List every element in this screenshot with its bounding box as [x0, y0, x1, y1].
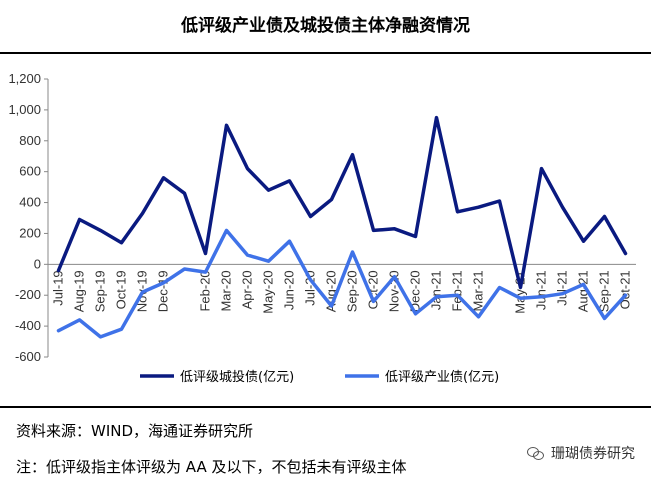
x-tick-label: Sep-19	[93, 270, 108, 312]
x-tick-label: Dec-20	[408, 270, 423, 312]
legend-label-1: 低评级城投债(亿元)	[180, 369, 294, 385]
x-tick-label: May-20	[261, 270, 276, 313]
wechat-icon	[527, 446, 545, 460]
y-tick-label: 1,200	[8, 71, 41, 86]
series-line-1	[56, 115, 628, 290]
brand-watermark: 珊瑚债券研究	[527, 443, 635, 463]
legend-label-2: 低评级产业债(亿元)	[385, 370, 499, 385]
x-tick-label: Sep-21	[597, 270, 612, 312]
series-line-2	[56, 228, 628, 339]
y-tick-label: -400	[15, 318, 41, 333]
line-chart: -600 -400 -200 0 200 400 600 800 1,000 1,200 Jul-1…	[8, 71, 636, 385]
x-tick-label: Jun-21	[534, 270, 549, 310]
note-text: 注：低评级指主体评级为 AA 及以下，不包括未有评级主体	[16, 458, 407, 476]
x-tick-label: Dec-19	[156, 270, 171, 312]
title-divider	[0, 52, 651, 54]
brand-name: 珊瑚债券研究	[551, 446, 635, 462]
x-tick-label: Feb-20	[198, 270, 213, 311]
x-tick-label: Oct-19	[114, 270, 129, 309]
y-tick-label: 0	[34, 256, 41, 271]
footer-divider	[0, 406, 651, 408]
chart-title: 低评级产业债及城投债主体净融资情况	[181, 16, 470, 36]
x-tick-label: Aug-19	[72, 270, 87, 312]
x-tick-label: Aug-21	[576, 270, 591, 312]
y-tick-label: 400	[19, 195, 41, 210]
y-tick-label: -200	[15, 287, 41, 302]
y-tick-label: 600	[19, 164, 41, 179]
source-text: 资料来源：WIND，海通证券研究所	[16, 422, 254, 440]
x-tick-label: Apr-20	[240, 270, 255, 309]
x-tick-label: Mar-21	[471, 270, 486, 311]
x-tick-label: Jan-21	[429, 270, 444, 310]
y-tick-label: 1,000	[8, 102, 41, 117]
x-tick-label: Jun-20	[282, 270, 297, 310]
x-tick-label: Jul-20	[303, 270, 318, 305]
x-tick-label: Sep-20	[345, 270, 360, 312]
y-tick-label: -600	[15, 349, 41, 364]
x-tick-label: Jul-21	[555, 270, 570, 305]
x-tick-label: Feb-21	[450, 270, 465, 311]
x-tick-label: Mar-20	[219, 270, 234, 311]
y-tick-label: 800	[19, 133, 41, 148]
x-tick-label: May-21	[513, 270, 528, 313]
y-tick-label: 200	[19, 225, 41, 240]
x-tick-label: Jul-19	[51, 270, 66, 305]
